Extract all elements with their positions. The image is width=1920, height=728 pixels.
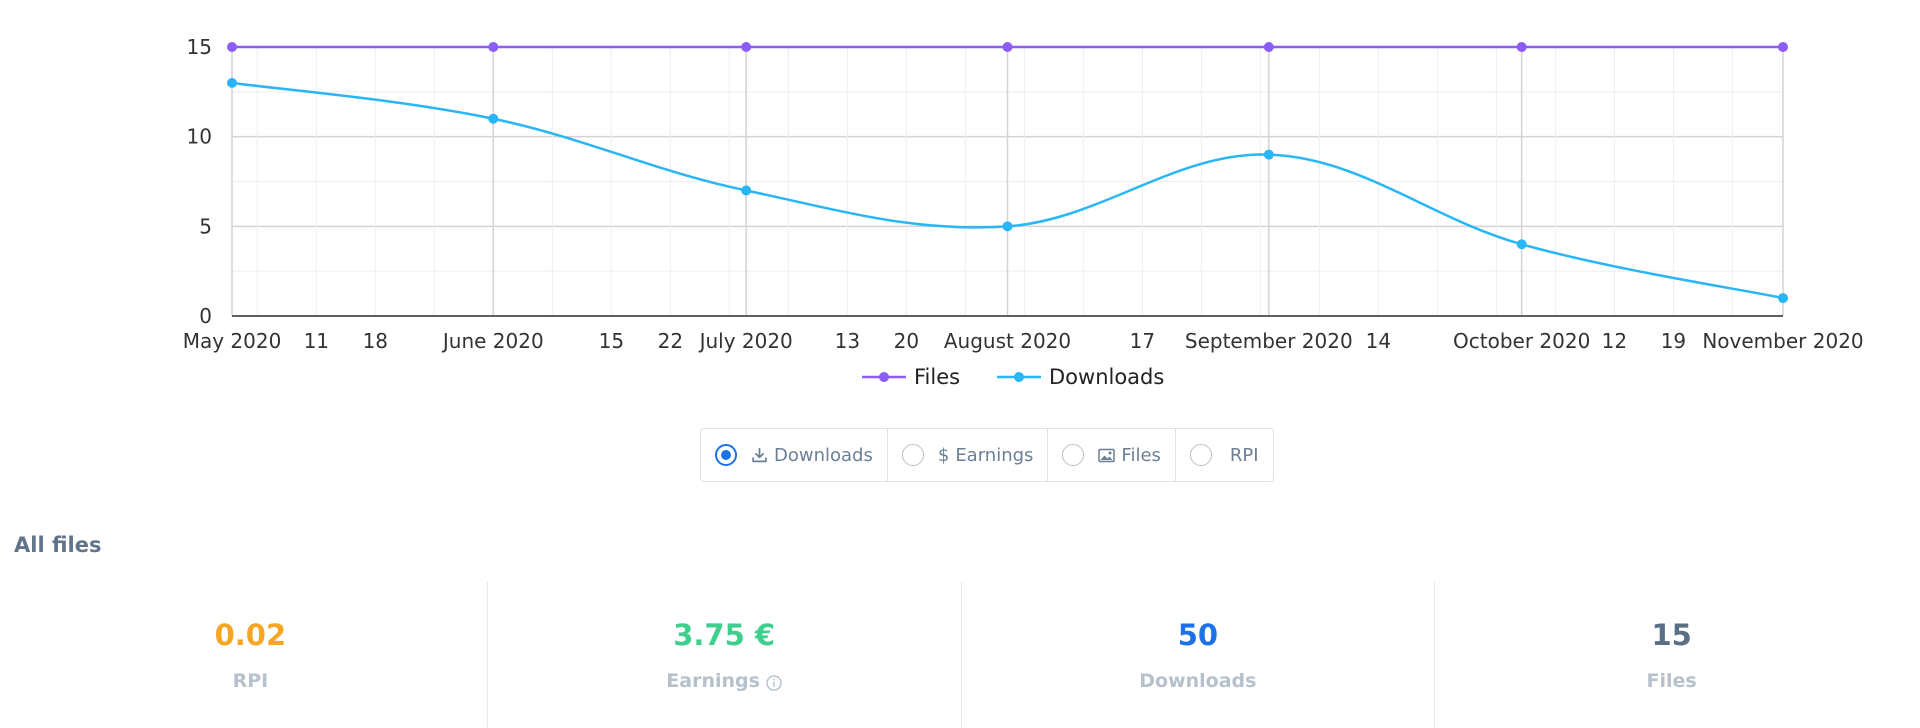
toggle-option-rpi[interactable]: RPI <box>1176 429 1273 481</box>
y-tick-label: 15 <box>187 35 212 59</box>
data-point-downloads[interactable] <box>488 113 499 124</box>
x-tick-label: June 2020 <box>441 329 544 353</box>
x-tick-label: 20 <box>894 329 919 353</box>
info-icon[interactable] <box>766 675 782 691</box>
toggle-option-earnings[interactable]: $ Earnings <box>888 429 1049 481</box>
x-tick-label: 12 <box>1602 329 1627 353</box>
x-tick-label: October 2020 <box>1453 329 1590 353</box>
data-point-files[interactable] <box>1778 42 1788 52</box>
x-tick-label: August 2020 <box>944 329 1071 353</box>
stat-downloads: 50 Downloads <box>962 582 1436 728</box>
stat-earnings: 3.75 € Earnings <box>488 582 962 728</box>
stats-row: 0.02 RPI 3.75 € Earnings 50 Downloads 15… <box>14 582 1908 728</box>
x-tick-label: 11 <box>304 329 329 353</box>
legend-item-files[interactable]: Files <box>862 365 960 389</box>
stat-label-rpi-text: RPI <box>232 670 269 692</box>
chart-series <box>227 42 1788 304</box>
x-tick-label: 19 <box>1661 329 1686 353</box>
dollar-icon: $ <box>937 444 950 466</box>
x-tick-label: 18 <box>363 329 388 353</box>
y-tick-label: 10 <box>187 125 212 149</box>
data-point-downloads[interactable] <box>1002 221 1013 232</box>
radio-files[interactable] <box>1062 444 1085 466</box>
chart-grid <box>231 46 1784 317</box>
radio-downloads[interactable] <box>715 444 737 466</box>
stat-label-files: Files <box>1647 670 1697 692</box>
data-point-files[interactable] <box>741 42 752 52</box>
x-tick-label: July 2020 <box>698 329 793 353</box>
statistics-chart: 0 5 10 15 May 2020 11 18 June 2020 15 22 July 2020… <box>183 35 1864 389</box>
legend-item-downloads[interactable]: Downloads <box>997 365 1164 389</box>
y-tick-label: 0 <box>199 304 212 328</box>
stat-label-files-text: Files <box>1646 670 1697 692</box>
x-tick-label: 15 <box>599 329 624 353</box>
x-tick-label: May 2020 <box>183 329 282 353</box>
stat-label-earnings: Earnings <box>666 670 782 692</box>
section-title: All files <box>14 533 102 557</box>
data-point-downloads[interactable] <box>1263 149 1274 160</box>
stat-value-earnings: 3.75 € <box>673 618 776 652</box>
stat-rpi: 0.02 RPI <box>14 582 488 728</box>
toggle-label-downloads: Downloads <box>774 444 873 466</box>
stat-label-earnings-text: Earnings <box>666 670 760 692</box>
x-tick-label: 22 <box>658 329 683 353</box>
toggle-label-rpi: RPI <box>1229 444 1259 466</box>
data-point-files[interactable] <box>227 42 237 52</box>
data-point-downloads[interactable] <box>227 77 237 88</box>
legend-marker-files <box>879 372 889 382</box>
toggle-label-files: Files <box>1121 444 1161 466</box>
metric-toggle-group[interactable]: Downloads $ Earnings Files RPI <box>700 428 1274 482</box>
data-point-files[interactable] <box>1002 42 1013 52</box>
stat-label-downloads: Downloads <box>1139 670 1256 692</box>
data-point-files[interactable] <box>488 42 499 52</box>
legend-marker-downloads <box>1014 372 1024 382</box>
data-point-files[interactable] <box>1263 42 1274 52</box>
line-chart-svg: 0 5 10 15 May 2020 11 18 June 2020 15 22 July 2020… <box>183 35 1864 389</box>
radio-earnings[interactable] <box>901 444 924 466</box>
stat-files: 15 Files <box>1435 582 1908 728</box>
stat-value-rpi: 0.02 <box>214 618 287 652</box>
data-point-files[interactable] <box>1516 42 1527 52</box>
stat-label-downloads-text: Downloads <box>1139 670 1257 692</box>
x-tick-label: 14 <box>1366 329 1391 353</box>
x-tick-label: September 2020 <box>1185 329 1353 353</box>
legend-label-files: Files <box>914 365 960 389</box>
toggle-label-earnings: Earnings <box>955 444 1034 466</box>
data-point-downloads[interactable] <box>1778 293 1788 304</box>
chart-axes: 0 5 10 15 May 2020 11 18 June 2020 15 22 July 2020… <box>183 35 1864 353</box>
x-tick-label: 13 <box>835 329 860 353</box>
x-tick-label: November 2020 <box>1702 329 1863 353</box>
data-point-downloads[interactable] <box>1516 239 1527 250</box>
stat-value-downloads: 50 <box>1177 618 1219 652</box>
stat-label-rpi: RPI <box>233 670 269 692</box>
legend-label-downloads: Downloads <box>1049 365 1164 389</box>
toggle-option-files[interactable]: Files <box>1048 429 1176 481</box>
image-icon <box>1098 448 1116 463</box>
stat-value-files: 15 <box>1651 618 1692 652</box>
download-icon <box>751 447 768 464</box>
chart-legend[interactable]: Files Downloads <box>862 365 1164 389</box>
data-point-downloads[interactable] <box>741 185 752 196</box>
x-tick-label: 17 <box>1130 329 1155 353</box>
toggle-option-downloads[interactable]: Downloads <box>701 429 888 481</box>
y-tick-label: 5 <box>199 214 212 238</box>
radio-rpi[interactable] <box>1189 444 1212 466</box>
